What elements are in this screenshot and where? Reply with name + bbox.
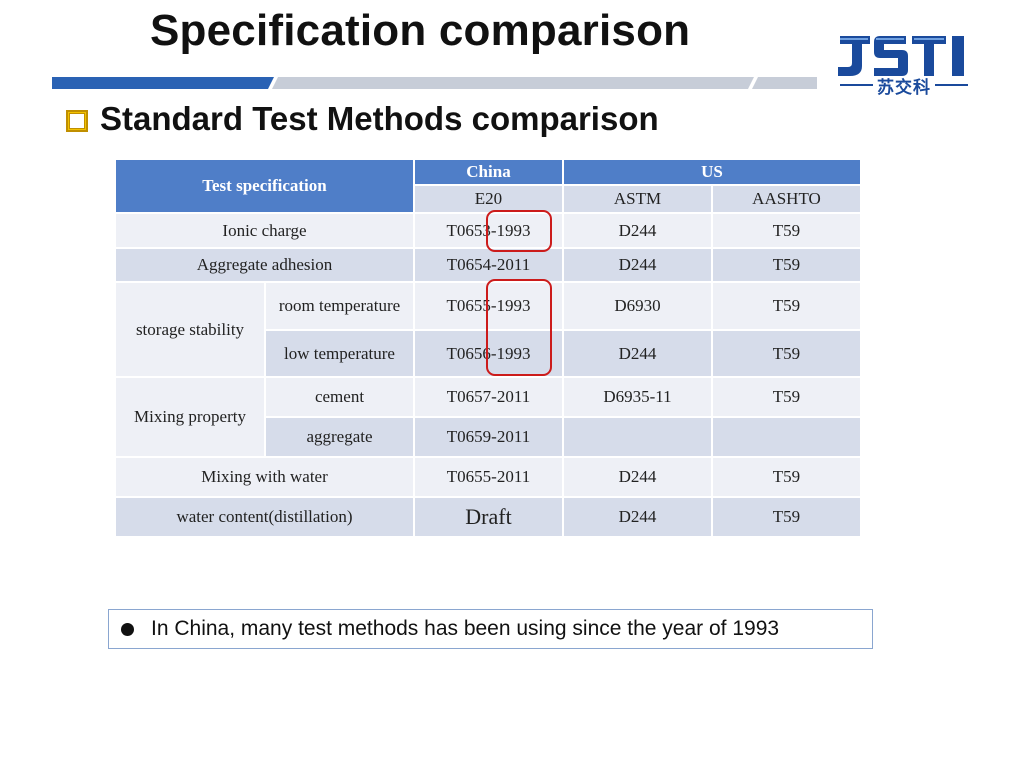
header-astm: ASTM <box>562 184 713 214</box>
cell-test: low temperature <box>264 329 415 378</box>
table-row: low temperature T0656-1993 D244 T59 <box>115 329 862 378</box>
cell-astm: D6930 <box>562 281 713 331</box>
table-row: water content(distillation) Draft D244 T… <box>114 496 862 538</box>
cell-test: room temperature <box>264 281 415 331</box>
jsti-logo-mark <box>838 36 964 76</box>
spec-comparison-table: Test specification China US E20 ASTM AAS… <box>114 158 862 538</box>
highlight-circle-ionic <box>486 210 552 252</box>
cell-astm: D244 <box>562 247 713 283</box>
jsti-logo: 苏交科 <box>836 36 972 98</box>
cell-astm: D244 <box>562 496 713 538</box>
cell-aashto: T59 <box>711 247 862 283</box>
table-row: Aggregate adhesion T0654-2011 D244 T59 <box>114 247 862 283</box>
cell-group: storage stability <box>114 281 266 378</box>
cell-aashto: T59 <box>711 281 862 331</box>
cell-test: Ionic charge <box>114 212 415 249</box>
header-test-specification: Test specification <box>114 158 415 214</box>
table-row: Ionic charge T0653-1993 D244 T59 <box>114 212 862 249</box>
cell-aashto: T59 <box>711 456 862 498</box>
cell-test: Mixing with water <box>114 456 415 498</box>
cell-e20: T0659-2011 <box>413 416 564 458</box>
cell-group: Mixing property <box>114 376 266 458</box>
cell-e20: T0654-2011 <box>413 247 564 283</box>
highlight-circle-storage <box>486 279 552 376</box>
cell-aashto: T59 <box>711 212 862 249</box>
section-subtitle: Standard Test Methods comparison <box>100 100 659 137</box>
header-us: US <box>562 158 862 186</box>
cell-e20: T0655-2011 <box>413 456 564 498</box>
cell-test: cement <box>264 376 415 418</box>
table-row: Mixing property cement T0657-2011 D6935-… <box>114 376 862 458</box>
logo-subtext-row: 苏交科 <box>836 74 972 98</box>
logo-subtext: 苏交科 <box>877 77 931 98</box>
cell-test: aggregate <box>264 416 415 458</box>
cell-aashto: T59 <box>711 376 862 418</box>
cell-astm: D244 <box>562 456 713 498</box>
table-row: aggregate T0659-2011 <box>115 416 862 458</box>
cell-test: Aggregate adhesion <box>114 247 415 283</box>
note-box: In China, many test methods has been usi… <box>108 609 873 649</box>
header-china: China <box>413 158 564 186</box>
header-e20: E20 <box>413 184 564 214</box>
table-row: storage stability room temperature T0655… <box>114 281 862 378</box>
cell-astm <box>562 416 713 458</box>
cell-astm: D244 <box>562 329 713 378</box>
cell-aashto: T59 <box>711 496 862 538</box>
cell-astm: D6935-11 <box>562 376 713 418</box>
cell-astm: D244 <box>562 212 713 249</box>
round-bullet-icon <box>121 622 134 636</box>
cell-aashto <box>711 416 862 458</box>
cell-aashto: T59 <box>711 329 862 378</box>
title-divider-bar <box>52 77 817 89</box>
cell-e20: Draft <box>413 496 564 538</box>
table-row: Mixing with water T0655-2011 D244 T59 <box>114 456 862 498</box>
cell-e20: T0657-2011 <box>413 376 564 418</box>
square-bullet-icon <box>66 110 88 132</box>
header-aashto: AASHTO <box>711 184 862 214</box>
note-text: In China, many test methods has been usi… <box>151 617 780 640</box>
cell-test: water content(distillation) <box>114 496 415 538</box>
slide-title: Specification comparison <box>150 6 691 55</box>
